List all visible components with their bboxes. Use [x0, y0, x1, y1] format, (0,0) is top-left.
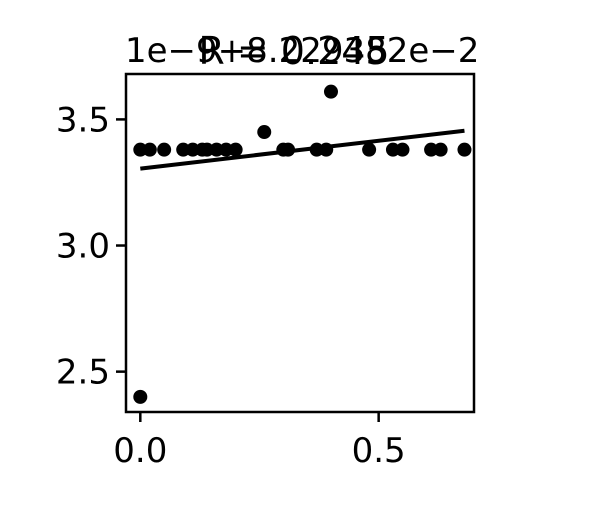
x-tick-label-1: 0.5: [352, 431, 406, 471]
data-point-10: [228, 142, 243, 157]
x-axis: 0.0 0.5: [113, 412, 406, 471]
data-point-16: [323, 84, 338, 99]
fit-line: [140, 128, 465, 171]
data-point-0: [133, 389, 148, 404]
axes-frame: [124, 72, 476, 414]
data-point-11: [257, 125, 272, 140]
y-tick-label-1: 3.0: [56, 227, 110, 267]
y-tick-label-2: 3.5: [56, 100, 110, 140]
axis-offset-text: 1e−9+8.229382e−2: [125, 31, 479, 71]
data-point-22: [457, 142, 472, 157]
chart-title: R = 0.245: [198, 29, 389, 73]
y-axis: 2.5 3.0 3.5: [56, 100, 126, 393]
data-marks: [133, 84, 472, 404]
data-point-19: [395, 142, 410, 157]
data-point-2: [142, 142, 157, 157]
x-tick-label-0: 0.0: [113, 431, 167, 471]
data-point-21: [433, 142, 448, 157]
plot-area: [124, 72, 476, 414]
data-point-17: [362, 142, 377, 157]
data-point-3: [157, 142, 172, 157]
y-tick-label-0: 2.5: [56, 353, 110, 393]
